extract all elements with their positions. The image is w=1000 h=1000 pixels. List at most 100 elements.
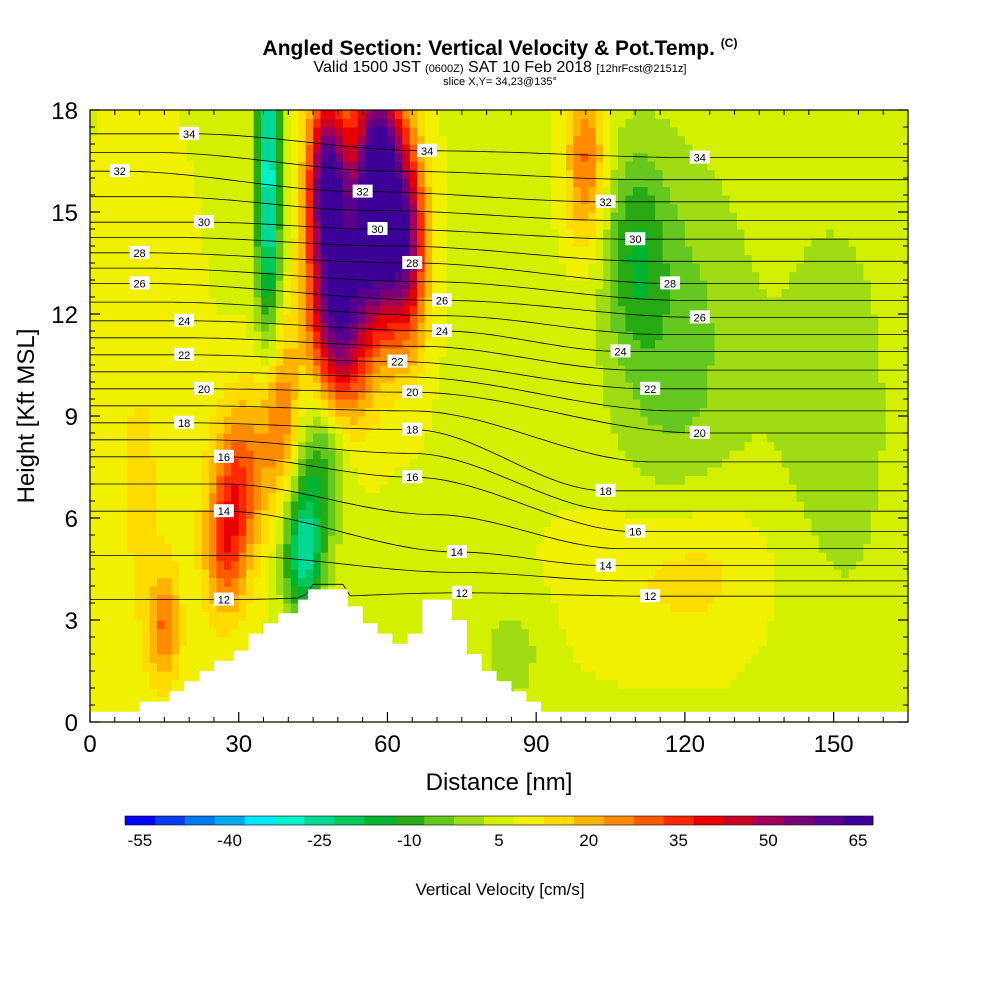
velocity-cell (357, 467, 366, 477)
velocity-cell (446, 135, 455, 145)
velocity-cell (201, 424, 210, 434)
velocity-cell (112, 135, 121, 145)
velocity-cell (506, 416, 515, 426)
velocity-cell (558, 263, 567, 273)
velocity-cell (253, 373, 262, 383)
velocity-cell (201, 441, 210, 451)
velocity-cell (499, 271, 508, 281)
velocity-cell (595, 688, 604, 698)
velocity-cell (603, 594, 612, 604)
velocity-cell (275, 212, 284, 222)
velocity-cell (223, 212, 232, 222)
velocity-cell (97, 611, 106, 621)
velocity-cell (446, 407, 455, 417)
velocity-cell (194, 594, 203, 604)
velocity-cell (409, 628, 418, 638)
velocity-cell (313, 110, 322, 120)
velocity-cell (119, 560, 128, 570)
velocity-cell (112, 501, 121, 511)
velocity-cell (454, 144, 463, 154)
velocity-cell (216, 475, 225, 485)
velocity-cell (104, 492, 113, 502)
velocity-cell (573, 441, 582, 451)
velocity-cell (320, 535, 329, 545)
velocity-cell (551, 237, 560, 247)
velocity-cell (275, 331, 284, 341)
velocity-cell (499, 594, 508, 604)
velocity-cell (402, 518, 411, 528)
velocity-cell (253, 560, 262, 570)
velocity-cell (313, 382, 322, 392)
velocity-cell (149, 467, 158, 477)
velocity-cell (402, 569, 411, 579)
velocity-cell (432, 195, 441, 205)
velocity-cell (313, 263, 322, 273)
velocity-cell (469, 441, 478, 451)
velocity-cell (380, 594, 389, 604)
velocity-cell (454, 373, 463, 383)
velocity-cell (439, 424, 448, 434)
velocity-cell (223, 144, 232, 154)
velocity-cell (476, 484, 485, 494)
velocity-cell (484, 161, 493, 171)
velocity-cell (223, 246, 232, 256)
velocity-cell (283, 560, 292, 570)
velocity-cell (573, 654, 582, 664)
velocity-cell (506, 543, 515, 553)
velocity-cell (194, 603, 203, 613)
velocity-cell (142, 118, 151, 128)
velocity-cell (313, 212, 322, 222)
velocity-cell (565, 594, 574, 604)
velocity-cell (491, 322, 500, 332)
velocity-cell (142, 127, 151, 137)
velocity-cell (588, 365, 597, 375)
velocity-cell (283, 603, 292, 613)
velocity-cell (424, 356, 433, 366)
velocity-cell (402, 331, 411, 341)
velocity-cell (380, 577, 389, 587)
velocity-cell (536, 671, 545, 681)
velocity-cell (506, 169, 515, 179)
velocity-cell (320, 237, 329, 247)
velocity-cell (528, 688, 537, 698)
velocity-cell (127, 603, 136, 613)
velocity-cell (551, 169, 560, 179)
velocity-cell (365, 484, 374, 494)
velocity-cell (327, 467, 336, 477)
velocity-cell (528, 671, 537, 681)
velocity-cell (580, 135, 589, 145)
velocity-cell (142, 373, 151, 383)
velocity-cell (335, 382, 344, 392)
velocity-cell (179, 526, 188, 536)
velocity-cell (499, 662, 508, 672)
velocity-cell (90, 169, 99, 179)
velocity-cell (484, 654, 493, 664)
velocity-cell (253, 416, 262, 426)
velocity-cell (469, 263, 478, 273)
velocity-cell (283, 271, 292, 281)
velocity-cell (305, 331, 314, 341)
velocity-cell (201, 254, 210, 264)
velocity-cell (417, 169, 426, 179)
velocity-cell (134, 254, 143, 264)
velocity-cell (201, 399, 210, 409)
velocity-cell (186, 246, 195, 256)
velocity-cell (112, 679, 121, 689)
velocity-cell (238, 620, 247, 630)
velocity-cell (558, 594, 567, 604)
velocity-cell (216, 229, 225, 239)
velocity-cell (201, 322, 210, 332)
velocity-cell (365, 161, 374, 171)
velocity-cell (454, 271, 463, 281)
velocity-cell (342, 246, 351, 256)
velocity-cell (528, 161, 537, 171)
velocity-cell (484, 552, 493, 562)
velocity-cell (149, 237, 158, 247)
velocity-cell (97, 280, 106, 290)
velocity-cell (558, 433, 567, 443)
velocity-cell (387, 543, 396, 553)
velocity-cell (216, 637, 225, 647)
velocity-cell (409, 271, 418, 281)
velocity-cell (409, 195, 418, 205)
velocity-cell (231, 637, 240, 647)
